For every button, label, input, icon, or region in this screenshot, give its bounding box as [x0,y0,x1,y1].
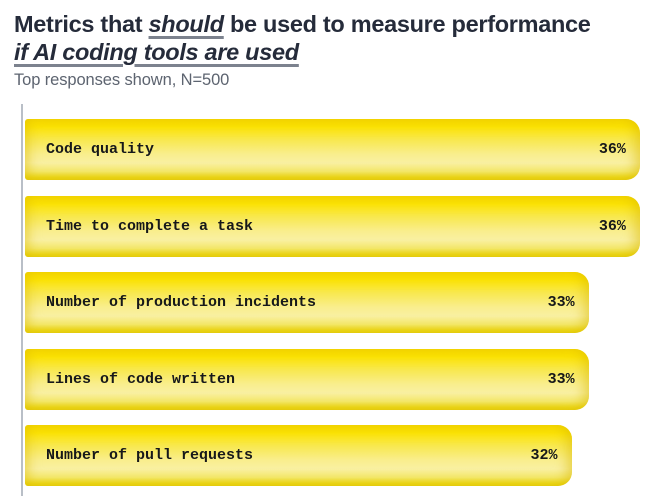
bars-container: Code quality 36% Time to complete a task… [25,119,657,496]
bar-row-lines-of-code: Lines of code written 33% [25,348,589,410]
title-line2: if AI coding tools are used [14,39,299,66]
title-emphasis-should: should [148,11,225,37]
bar-value: 36% [598,141,626,158]
bar-row-pull-requests: Number of pull requests 32% [25,425,572,486]
bar-chart: Code quality 36% Time to complete a task… [0,101,657,496]
bar-value: 36% [598,217,626,235]
bar-row-code-quality: Code quality 36% [25,119,640,180]
bar-label: Time to complete a task [46,217,254,235]
bar-value: 32% [530,447,558,464]
bar-row-production-incidents: Number of production incidents 33% [25,272,589,333]
title-text-1: Metrics that [14,11,149,37]
y-axis-line [21,104,23,496]
chart-subtitle: Top responses shown, N=500 [14,71,230,90]
chart-header: Metrics that should be used to measure p… [0,0,657,90]
bar-value: 33% [547,294,575,311]
bar-label: Lines of code written [46,370,236,388]
bar-value: 33% [547,370,575,388]
bar-label: Number of pull requests [46,447,254,464]
page-title: Metrics that should be used to measure p… [14,10,647,66]
title-text-2: be used to measure performance [223,11,591,37]
bar-row-time-to-complete-task: Time to complete a task 36% [25,195,640,257]
bar-label: Code quality [46,141,155,158]
bar-label: Number of production incidents [46,294,317,311]
